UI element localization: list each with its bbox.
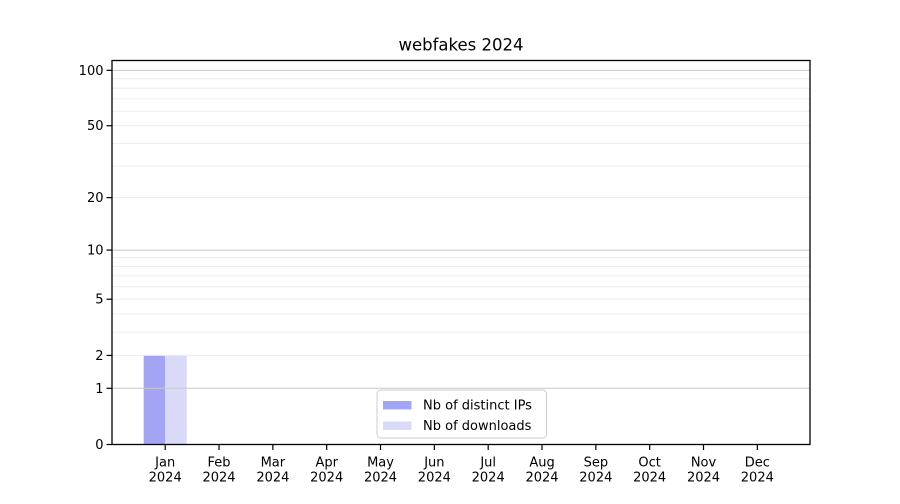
x-tick-label-month-apr-2024: Apr <box>315 456 338 471</box>
chart-title: webfakes 2024 <box>399 36 524 55</box>
y-tick-label-50: 50 <box>87 119 104 134</box>
x-tick-label-month-sep-2024: Sep <box>584 456 609 471</box>
x-tick-label-month-oct-2024: Oct <box>638 456 660 471</box>
x-tick-label-year-aug-2024: 2024 <box>525 471 558 486</box>
x-tick-label-year-mar-2024: 2024 <box>256 471 289 486</box>
x-tick-label-year-oct-2024: 2024 <box>633 471 666 486</box>
x-tick-label-month-jun-2024: Jun <box>423 456 444 471</box>
x-tick-label-year-jun-2024: 2024 <box>418 471 451 486</box>
bar-nb-of-downloads-jan-2024 <box>165 355 187 445</box>
legend-swatch-distinct-ips <box>383 401 412 410</box>
x-tick-label-year-feb-2024: 2024 <box>202 471 235 486</box>
legend-label-downloads: Nb of downloads <box>423 419 532 434</box>
x-tick-label-year-jan-2024: 2024 <box>149 471 182 486</box>
y-tick-label-10: 10 <box>87 244 104 259</box>
x-tick-label-month-jan-2024: Jan <box>154 456 175 471</box>
x-tick-label-year-nov-2024: 2024 <box>687 471 720 486</box>
x-tick-label-year-jul-2024: 2024 <box>472 471 505 486</box>
y-tick-label-1: 1 <box>95 382 103 397</box>
x-tick-label-month-mar-2024: Mar <box>261 456 286 471</box>
legend-label-distinct-ips: Nb of distinct IPs <box>423 399 532 414</box>
plot-border <box>111 59 811 446</box>
x-tick-label-month-aug-2024: Aug <box>529 456 554 471</box>
x-tick-label-year-dec-2024: 2024 <box>741 471 774 486</box>
x-tick-label-year-may-2024: 2024 <box>364 471 397 486</box>
y-tick-label-100: 100 <box>79 64 104 79</box>
y-tick-label-5: 5 <box>95 293 103 308</box>
legend-box <box>376 389 547 439</box>
legend: Nb of distinct IPs Nb of downloads <box>376 389 547 439</box>
x-tick-label-month-nov-2024: Nov <box>691 456 717 471</box>
y-tick-label-20: 20 <box>87 191 104 206</box>
x-tick-label-year-apr-2024: 2024 <box>310 471 343 486</box>
axis-layer: 0125102050100Jan2024Feb2024Mar2024Apr202… <box>79 64 774 486</box>
x-tick-label-month-dec-2024: Dec <box>745 456 770 471</box>
bar-nb-of-distinct-ips-jan-2024 <box>143 355 166 445</box>
x-tick-label-year-sep-2024: 2024 <box>579 471 612 486</box>
grid-layer <box>112 69 810 389</box>
x-tick-label-month-jul-2024: Jul <box>479 456 496 471</box>
y-tick-label-2: 2 <box>95 349 103 364</box>
legend-swatch-downloads <box>383 421 412 430</box>
x-tick-label-month-feb-2024: Feb <box>208 456 231 471</box>
y-tick-label-0: 0 <box>95 438 103 453</box>
bars-layer <box>143 355 187 445</box>
x-tick-label-month-may-2024: May <box>367 456 394 471</box>
